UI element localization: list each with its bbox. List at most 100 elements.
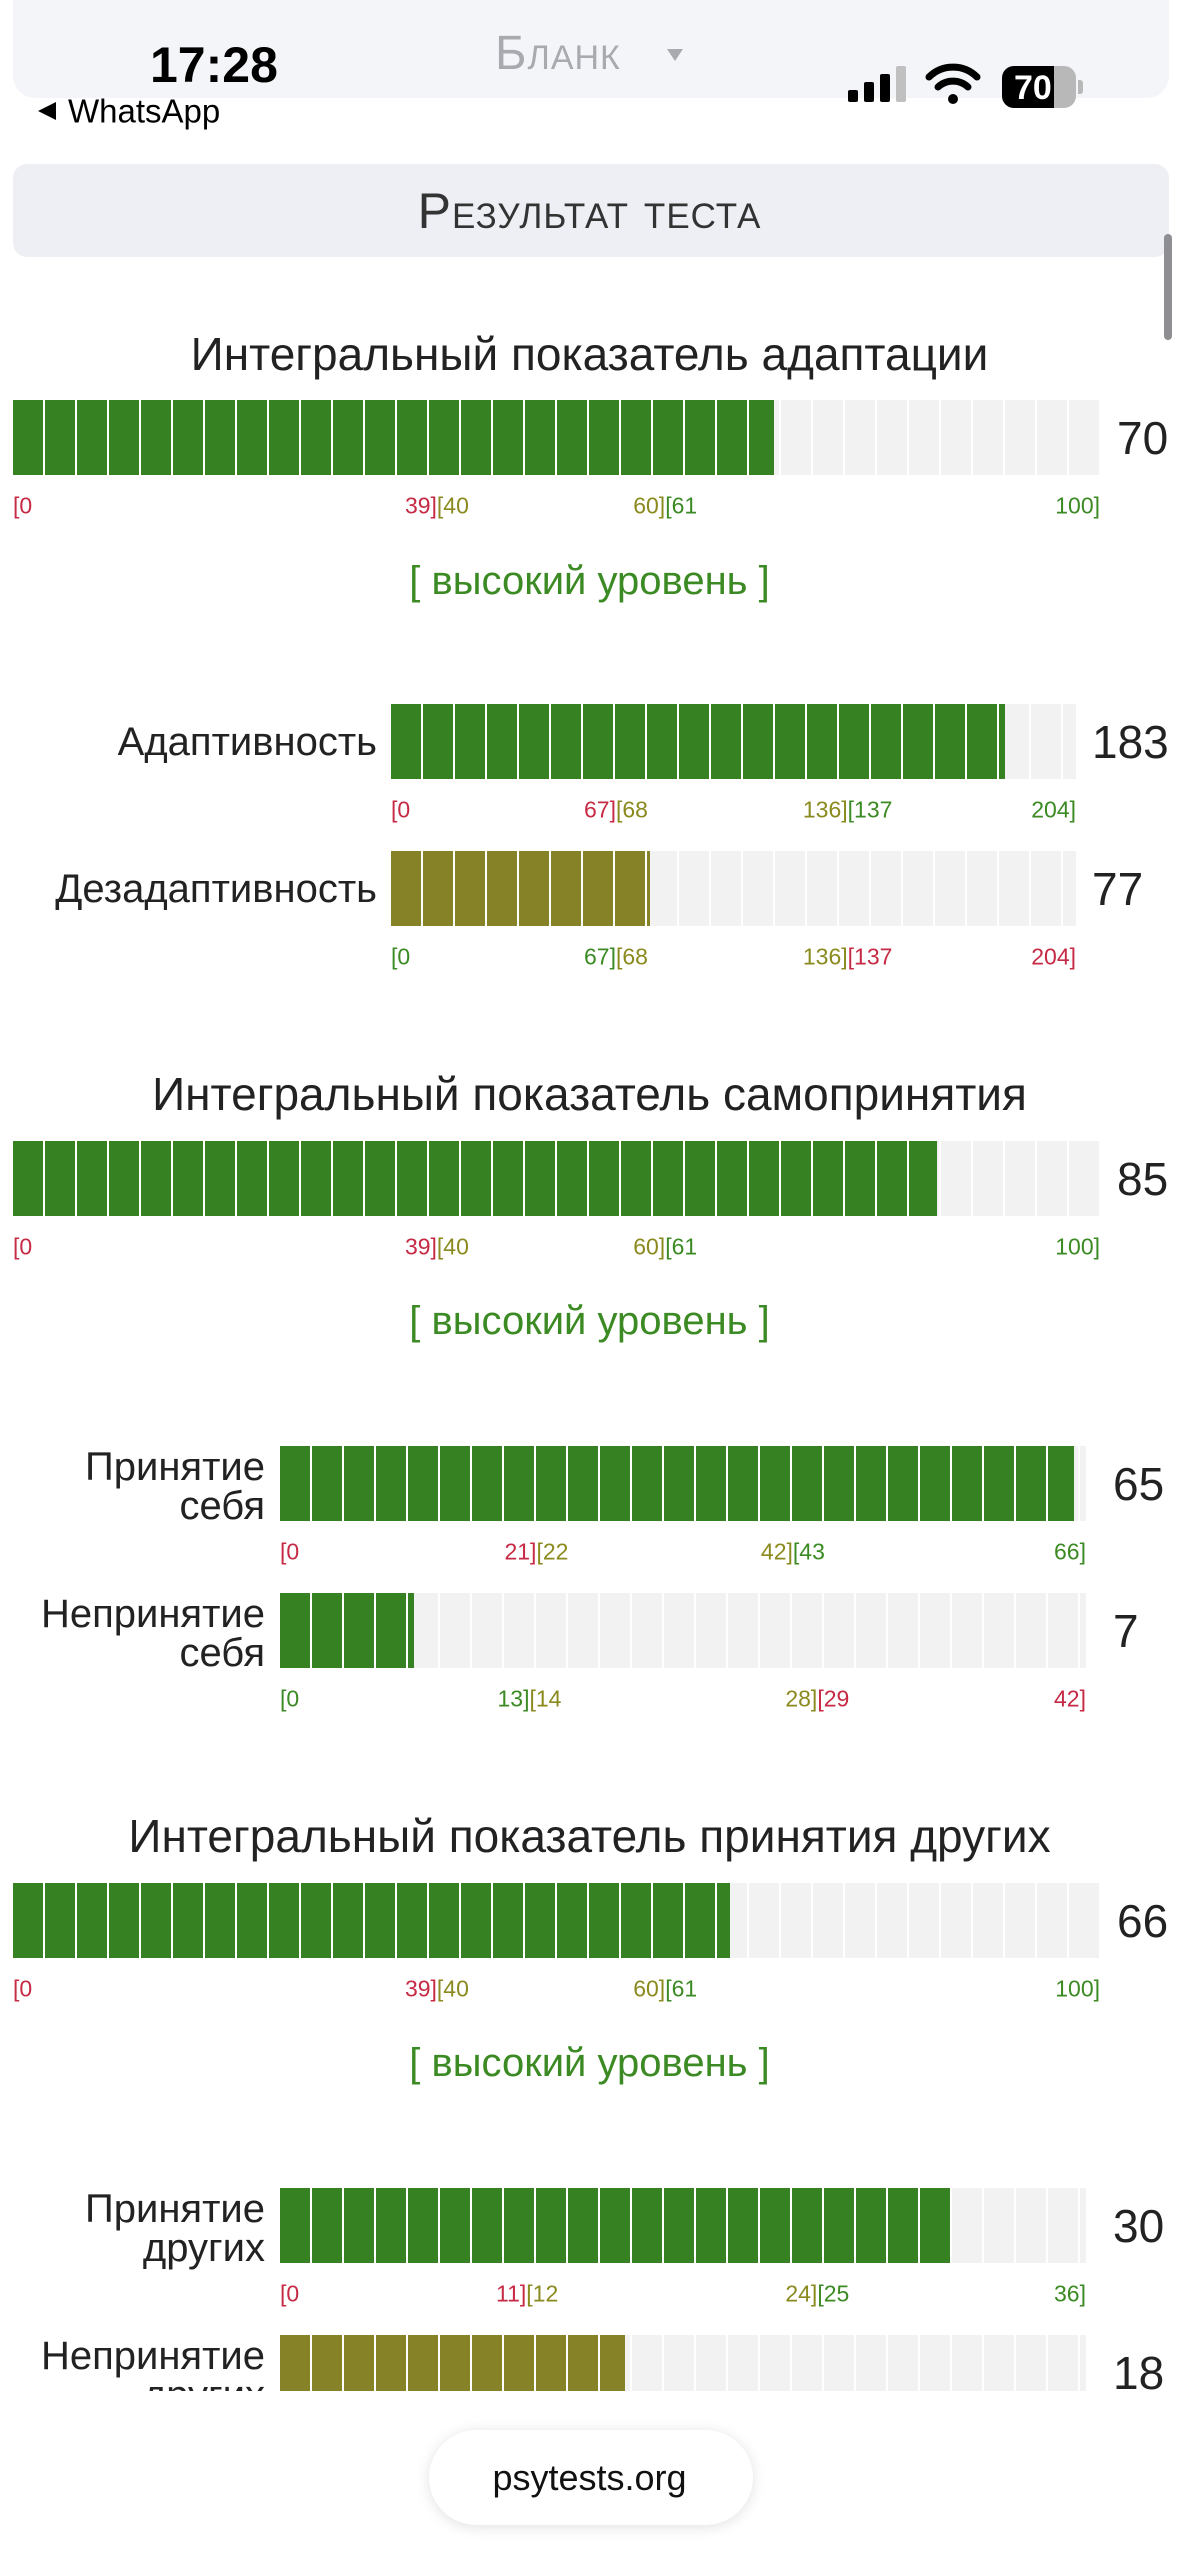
wifi-icon bbox=[925, 63, 981, 104]
scale-end: 11] bbox=[495, 2280, 527, 2307]
header-title: Результат теста bbox=[417, 183, 762, 239]
bar-track bbox=[391, 704, 1076, 779]
section-title: Интегральный показатель адаптации bbox=[190, 328, 989, 380]
bar-track bbox=[391, 851, 1076, 926]
scale-start: [0 bbox=[13, 492, 33, 519]
battery-level bbox=[1002, 66, 1054, 108]
scale-start: [40 bbox=[436, 1975, 469, 2002]
bar-track bbox=[280, 1593, 1086, 1668]
top-bar bbox=[13, 0, 1169, 98]
scale-start: [0 bbox=[391, 796, 411, 823]
scale-start: [14 bbox=[529, 1685, 562, 1712]
scale-end: 39] bbox=[404, 1233, 437, 1260]
scale-end: 42] bbox=[1054, 1685, 1086, 1712]
level-text: [ высокий уровень ] bbox=[409, 559, 770, 603]
bar-fill bbox=[13, 1141, 937, 1216]
footer-pill[interactable] bbox=[429, 2430, 753, 2525]
bar-track bbox=[280, 2335, 1086, 2391]
scale-start: [0 bbox=[280, 2280, 300, 2307]
bar-track bbox=[13, 1141, 1100, 1216]
bar-fill bbox=[280, 1593, 415, 1668]
scale-start: [0 bbox=[280, 1538, 300, 1565]
back-link[interactable]: WhatsApp bbox=[68, 92, 221, 130]
row-label: себя bbox=[179, 1631, 266, 1675]
bar-fill bbox=[391, 704, 1006, 779]
scale-end: 60] bbox=[633, 492, 666, 519]
section-title: Интегральный показатель самопринятия bbox=[152, 1068, 1027, 1120]
scale-start: [40 bbox=[436, 492, 469, 519]
scale-start: [0 bbox=[13, 1233, 33, 1260]
row-label: себя bbox=[179, 1484, 266, 1528]
bar-fill bbox=[280, 2188, 952, 2263]
scale-end: 42] bbox=[760, 1538, 793, 1565]
scale-start: [25 bbox=[817, 2280, 850, 2307]
bar-fill bbox=[280, 1446, 1074, 1521]
back-arrow bbox=[38, 102, 56, 120]
scale-end: 24] bbox=[785, 2280, 818, 2307]
scale-end: 136] bbox=[802, 943, 848, 970]
bar-value: 66 bbox=[1117, 1895, 1169, 1947]
level-text: [ высокий уровень ] bbox=[409, 1299, 770, 1343]
scale-start: [12 bbox=[526, 2280, 559, 2307]
scrollbar bbox=[1164, 234, 1172, 340]
bar-value: 7 bbox=[1113, 1605, 1139, 1657]
battery-icon bbox=[1002, 66, 1076, 108]
scale-end: 67] bbox=[583, 943, 616, 970]
scale-start: [29 bbox=[817, 1685, 850, 1712]
scale-start: [0 bbox=[280, 1685, 300, 1712]
scale-end: 100] bbox=[1055, 492, 1100, 519]
scale-start: [43 bbox=[792, 1538, 825, 1565]
bar-value: 77 bbox=[1092, 863, 1144, 915]
scale-end: 60] bbox=[633, 1975, 666, 2002]
scale-end: 13] bbox=[497, 1685, 530, 1712]
scale-start: [137 bbox=[847, 943, 893, 970]
row-label: Адаптивность bbox=[117, 720, 377, 764]
row-label: других bbox=[142, 2226, 265, 2270]
scale-start: [40 bbox=[436, 1233, 469, 1260]
tab-title[interactable]: Бланк bbox=[495, 27, 621, 80]
bar-track bbox=[280, 1446, 1086, 1521]
scale-end: 204] bbox=[1031, 943, 1076, 970]
scale-start: [61 bbox=[665, 492, 698, 519]
scale-end: 60] bbox=[633, 1233, 666, 1260]
bar-track bbox=[13, 400, 1100, 475]
scale-start: [22 bbox=[536, 1538, 569, 1565]
scale-end: 39] bbox=[404, 1975, 437, 2002]
section-title: Интегральный показатель принятия других bbox=[128, 1810, 1051, 1862]
scale-end: 66] bbox=[1054, 1538, 1086, 1565]
content: Результат теста Интегральный показатель … bbox=[0, 164, 1172, 2391]
scale-end: 67] bbox=[583, 796, 616, 823]
scale-start: [61 bbox=[665, 1975, 698, 2002]
scale-start: [68 bbox=[615, 796, 648, 823]
bar-value: 85 bbox=[1117, 1153, 1169, 1205]
row-label: Непринятие bbox=[40, 1592, 265, 1636]
bar-value: 18 bbox=[1113, 2347, 1165, 2391]
scale-end: 100] bbox=[1055, 1975, 1100, 2002]
scale-end: 21] bbox=[504, 1538, 537, 1565]
bar-fill bbox=[13, 1883, 731, 1958]
scale-start: [137 bbox=[847, 796, 893, 823]
bar-fill bbox=[391, 851, 650, 926]
battery-cap bbox=[1078, 80, 1083, 94]
row-label: других bbox=[0, 2375, 265, 2391]
bar-value: 183 bbox=[1092, 716, 1169, 768]
bar-track bbox=[280, 2188, 1086, 2263]
row-label: Непринятие bbox=[40, 2334, 265, 2378]
scale-end: 100] bbox=[1055, 1233, 1100, 1260]
level-text: [ высокий уровень ] bbox=[409, 2041, 770, 2085]
scale-end: 136] bbox=[802, 796, 848, 823]
status-time: 17:28 bbox=[150, 37, 278, 93]
bar-fill bbox=[280, 2335, 626, 2391]
scale-start: [61 bbox=[665, 1233, 698, 1260]
battery-text: 70 bbox=[1014, 69, 1052, 107]
footer-site[interactable]: psytests.org bbox=[492, 2457, 687, 2498]
scale-start: [0 bbox=[391, 943, 411, 970]
row-label: Дезадаптивность bbox=[55, 867, 377, 911]
header-box bbox=[13, 164, 1169, 257]
bar-value: 70 bbox=[1117, 412, 1169, 464]
bar-value: 65 bbox=[1113, 1458, 1165, 1510]
bar-value: 30 bbox=[1113, 2200, 1165, 2252]
scale-end: 36] bbox=[1054, 2280, 1086, 2307]
